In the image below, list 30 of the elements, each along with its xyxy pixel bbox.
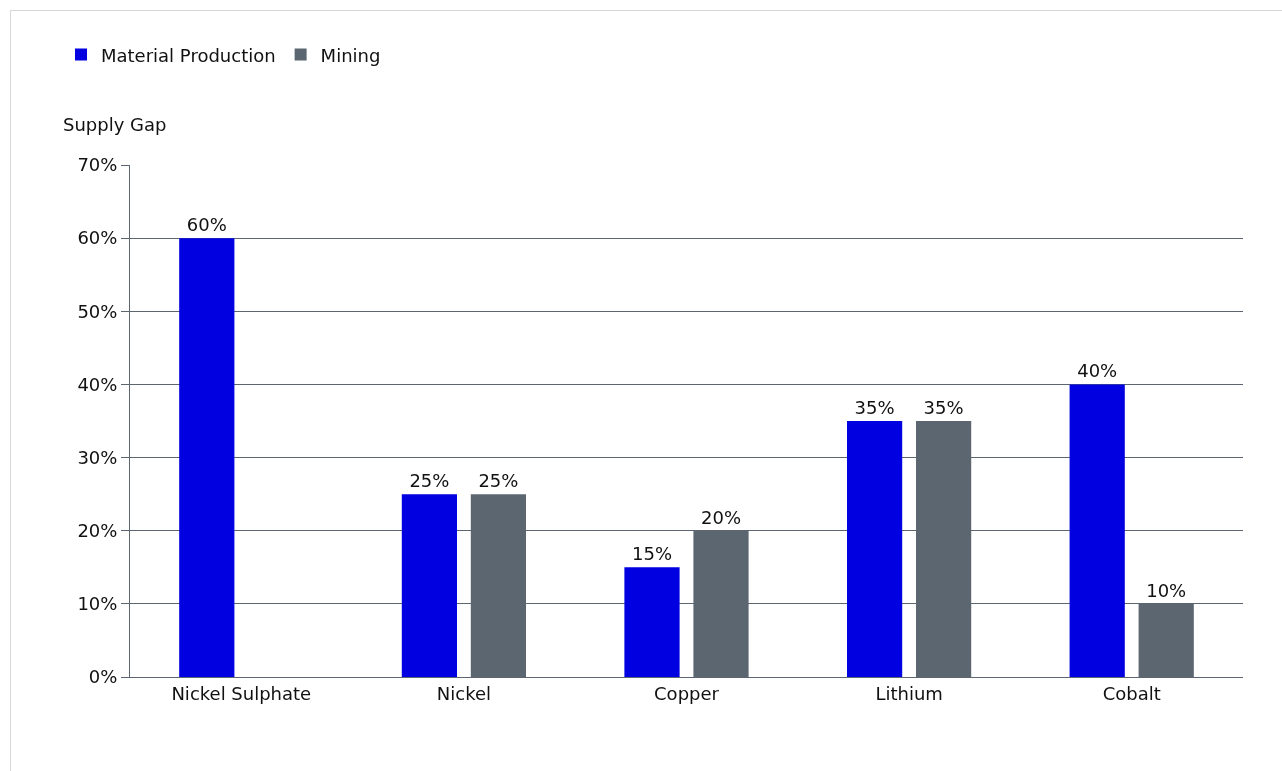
bar [624, 567, 680, 677]
bar [1069, 384, 1125, 677]
y-tick-label: 70% [77, 154, 118, 176]
y-tick-label: 20% [77, 520, 118, 542]
legend-label: Material Production [100, 44, 276, 66]
x-tick-label: Copper [654, 682, 720, 704]
data-label: 35% [854, 397, 895, 418]
data-label: 10% [1146, 579, 1187, 601]
y-tick-label: 60% [77, 227, 118, 249]
bar [846, 421, 903, 677]
data-label: 35% [923, 397, 964, 418]
y-axis-title: Supply Gap [63, 114, 167, 135]
x-tick-label: Lithium [875, 682, 943, 704]
y-tick-label: 0% [88, 666, 118, 688]
bar [179, 238, 235, 677]
data-label: 60% [186, 214, 227, 236]
y-tick-label: 50% [77, 300, 118, 322]
data-label: 20% [701, 506, 742, 528]
data-label: 15% [631, 543, 672, 565]
y-tick-label: 30% [77, 446, 118, 468]
y-tick-label: 40% [77, 373, 118, 395]
data-label: 25% [409, 470, 450, 492]
x-tick-label: Nickel [436, 682, 492, 704]
data-label: 25% [478, 470, 519, 492]
data-label: 40% [1077, 360, 1118, 382]
bar [401, 494, 457, 677]
y-tick-label: 10% [77, 593, 118, 615]
x-tick-label: Cobalt [1102, 682, 1161, 704]
x-tick-label: Nickel Sulphate [171, 682, 312, 704]
legend-label: Mining [320, 44, 381, 66]
